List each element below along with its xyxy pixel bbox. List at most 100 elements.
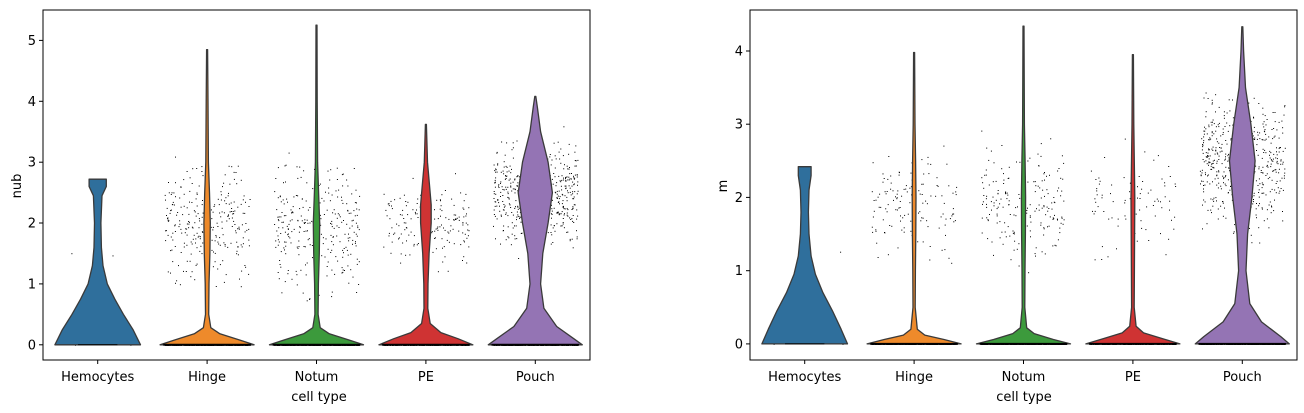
nub-panel-point-pe	[463, 208, 465, 210]
nub-panel-point-pe	[407, 201, 409, 203]
nub-panel-point-pouch	[516, 238, 518, 240]
nub-panel-point-pouch	[551, 213, 553, 215]
nub-panel-point-notum	[277, 244, 279, 246]
m-panel-point-pouch	[1268, 204, 1270, 206]
m-panel-point-notum	[1052, 217, 1054, 219]
nub-panel-point-notum	[277, 239, 279, 241]
nub-panel-point-notum	[282, 199, 284, 201]
nub-panel-point-pouch	[574, 174, 576, 176]
nub-panel-point-pouch	[556, 212, 558, 213]
nub-panel-point-notum	[283, 203, 285, 205]
nub-panel-point-pe	[417, 198, 419, 200]
m-panel-point-pe	[1137, 186, 1138, 188]
nub-panel-point-notum	[326, 266, 328, 267]
nub-panel-point-pouch	[495, 177, 497, 179]
m-panel-point-hinge	[942, 213, 944, 215]
m-panel-point-pouch	[1258, 192, 1260, 193]
nub-panel-point-notum	[330, 222, 331, 224]
nub-panel-point-hinge	[173, 192, 175, 194]
nub-panel-point-notum	[332, 244, 334, 246]
nub-panel-point-pouch	[511, 233, 513, 235]
nub-panel-point-notum	[353, 210, 355, 212]
nub-panel-point-pouch	[511, 168, 512, 170]
m-panel-point-pouch	[1212, 162, 1214, 164]
m-panel-point-hinge	[926, 220, 928, 222]
m-panel-point-pouch	[1278, 172, 1280, 174]
nub-panel-point-hinge	[235, 232, 237, 234]
m-panel-point-pouch	[1229, 110, 1231, 112]
nub-panel-point-pouch	[573, 183, 575, 185]
nub-panel-point-pouch	[549, 154, 551, 155]
m-panel-point-notum	[1053, 197, 1055, 198]
m-panel-point-hinge	[909, 202, 911, 204]
nub-panel-point-notum	[302, 292, 304, 294]
nub-panel-point-hinge	[223, 281, 225, 283]
nub-panel-point-notum	[283, 182, 284, 184]
nub-panel-point-pouch	[565, 185, 567, 187]
m-panel-point-pouch	[1276, 180, 1278, 182]
nub-panel-point-notum	[350, 269, 352, 271]
nub-panel-point-notum	[349, 227, 351, 229]
nub-panel-point-hinge	[237, 206, 239, 208]
m-panel-point-hinge	[903, 227, 905, 229]
nub-panel-point-hinge	[236, 241, 238, 243]
nub-panel-point-notum	[283, 215, 285, 217]
m-panel-point-pouch	[1263, 152, 1265, 153]
nub-panel-point-notum	[348, 240, 350, 242]
m-panel-point-pouch	[1200, 183, 1201, 185]
nub-panel-point-pouch	[565, 176, 567, 178]
nub-panel-point-hinge	[212, 266, 214, 268]
nub-panel-point-notum	[335, 256, 337, 258]
m-panel-point-pouch	[1204, 130, 1206, 132]
nub-panel-point-hinge	[218, 243, 220, 245]
nub-panel-point-pe	[388, 232, 390, 234]
nub-panel-point-pouch	[559, 158, 561, 160]
nub-panel-point-notum	[355, 241, 356, 243]
nub-panel-point-notum	[285, 164, 287, 166]
nub-panel-point-notum	[331, 269, 333, 271]
m-panel-point-hinge	[921, 194, 923, 195]
m-panel-point-notum	[1004, 231, 1006, 233]
m-panel-point-notum	[986, 206, 988, 208]
m-panel-point-notum	[1003, 179, 1005, 181]
nub-panel-point-hinge	[199, 250, 201, 252]
m-panel-point-hinge	[896, 193, 898, 195]
m-panel-point-notum	[1044, 253, 1046, 255]
nub-panel-point-notum	[331, 241, 333, 243]
m-panel-point-hinge	[936, 185, 938, 186]
nub-panel-point-notum	[337, 213, 339, 215]
nub-panel-point-pe	[448, 218, 450, 220]
m-panel-point-notum	[982, 182, 984, 184]
nub-panel-point-pouch	[569, 240, 571, 242]
nub-panel-point-notum	[308, 238, 310, 240]
nub-panel-point-pouch	[502, 195, 504, 196]
m-panel-point-hinge	[921, 217, 923, 219]
m-panel-point-hinge	[903, 188, 905, 190]
m-panel-point-hinge	[890, 175, 892, 177]
nub-panel-point-notum	[328, 187, 330, 189]
m-panel-point-notum	[1038, 209, 1040, 211]
nub-panel-point-hinge	[244, 231, 246, 233]
m-panel-point-pe	[1112, 201, 1114, 203]
nub-panel-point-pouch	[558, 201, 560, 203]
m-panel-point-pouch	[1269, 201, 1271, 203]
m-panel-point-pouch	[1253, 192, 1255, 194]
nub-panel-point-hinge	[167, 271, 169, 273]
m-panel-point-pouch	[1250, 234, 1252, 236]
nub-panel-point-hinge	[249, 199, 251, 200]
m-panel-point-pouch	[1215, 150, 1217, 152]
nub-panel-point-pouch	[503, 173, 505, 175]
nub-panel-point-notum	[356, 214, 358, 216]
nub-panel-point-hinge	[232, 211, 234, 212]
nub-panel-point-notum	[341, 221, 343, 223]
m-panel-point-pouch	[1212, 119, 1214, 121]
nub-panel-point-notum	[287, 228, 289, 230]
m-panel-point-pouch	[1274, 199, 1275, 201]
m-panel-point-pe	[1095, 179, 1097, 180]
nub-panel-point-notum	[356, 208, 358, 210]
m-panel-point-pouch	[1209, 137, 1211, 139]
m-panel-point-hinge	[918, 212, 919, 214]
m-panel-point-notum	[1040, 197, 1042, 199]
nub-panel-point-hinge	[195, 238, 197, 240]
nub-panel-point-notum	[341, 199, 343, 201]
